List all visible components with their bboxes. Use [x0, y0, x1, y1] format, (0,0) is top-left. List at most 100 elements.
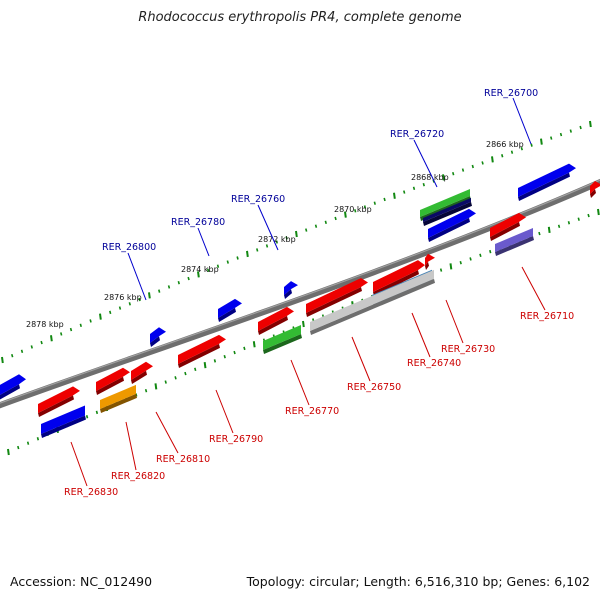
gene-reverse-green-26770[interactable] [263, 325, 302, 354]
tick-mark [20, 349, 24, 354]
gene-label-RER_26790[interactable]: RER_26790 [209, 434, 263, 445]
tick-mark [252, 341, 256, 348]
scale-labels: 2866 kbp 2868 kbp 2870 kbp 2872 kbp 2874… [26, 140, 524, 329]
tick-mark [461, 168, 465, 172]
gene-forward-blue-2868[interactable] [428, 208, 476, 242]
tick-mark [99, 313, 102, 320]
gene-reverse-red-long[interactable] [373, 260, 425, 296]
tick-mark [194, 367, 197, 371]
tick-mark [184, 371, 187, 376]
gene-reverse-red-tip[interactable] [425, 253, 435, 270]
tick-mark [589, 120, 592, 128]
tick-mark [128, 302, 131, 306]
tick-mark [154, 383, 158, 390]
tick-mark [452, 172, 455, 176]
accession-text: Accession: NC_012490 [10, 574, 153, 589]
tick-mark [302, 320, 305, 328]
tick-mark [334, 216, 337, 221]
gene-label-RER_26830[interactable]: RER_26830 [64, 487, 118, 498]
tick-mark [36, 437, 40, 441]
tick-mark [256, 248, 259, 252]
gene-forward-small-2874[interactable] [218, 298, 242, 322]
scale-label-2868: 2868 kbp [411, 173, 449, 182]
gene-reverse-blue-26830[interactable] [41, 405, 86, 438]
gene-label-RER_26730[interactable]: RER_26730 [441, 344, 495, 355]
tick-mark [11, 353, 14, 358]
tick-mark [489, 249, 492, 254]
gene-label-RER_26760[interactable]: RER_26760 [231, 194, 285, 205]
gene-label-RER_26700[interactable]: RER_26700 [484, 88, 538, 99]
gene-forward-left-edge[interactable] [0, 374, 26, 400]
tick-mark [587, 213, 590, 218]
gene-reverse-red-26830[interactable] [38, 386, 80, 417]
gene-reverse-gray[interactable] [310, 269, 435, 335]
tick-mark [530, 143, 533, 147]
gene-label-RER_26800[interactable]: RER_26800 [102, 242, 156, 253]
tick-mark [207, 268, 210, 272]
tick-mark [393, 192, 396, 199]
tick-mark [363, 205, 367, 209]
scale-label-2876: 2876 kbp [104, 293, 142, 302]
page-title: Rhodococcus erythropolis PR4, complete g… [138, 10, 462, 25]
tick-mark [597, 208, 600, 216]
tick-mark [79, 323, 82, 327]
tick-mark [344, 211, 347, 218]
leader-lines-top [127, 97, 532, 301]
tick-mark [233, 350, 236, 355]
tick-mark [403, 190, 406, 194]
tick-mark [557, 224, 561, 229]
scale-ticks-top [1, 120, 592, 364]
tick-mark [69, 327, 73, 332]
tick-mark [540, 138, 543, 145]
tick-mark [236, 256, 239, 260]
gene-label-RER_26810[interactable]: RER_26810 [156, 454, 210, 465]
genome-backbone [0, 178, 600, 409]
tick-mark [491, 156, 494, 163]
gene-reverse-orange-26820[interactable] [100, 384, 137, 413]
gene-reverse-red-26820[interactable] [96, 367, 130, 395]
gene-reverse-26710-red[interactable] [490, 212, 526, 241]
gene-forward-small-2872[interactable] [284, 281, 298, 299]
gene-label-RER_26740[interactable]: RER_26740 [407, 358, 461, 369]
tick-mark [30, 345, 33, 349]
gene-edge-red-right[interactable] [590, 180, 600, 198]
tick-mark [89, 319, 92, 323]
tick-mark [471, 164, 474, 169]
gene-forward-navy[interactable] [423, 197, 472, 226]
tick-mark [577, 217, 580, 221]
tick-mark [559, 132, 563, 137]
tick-mark [138, 297, 141, 302]
gene-label-RER_26710[interactable]: RER_26710 [520, 311, 574, 322]
tick-mark [213, 359, 217, 363]
gene-forward-small-2876[interactable] [150, 327, 166, 347]
tick-mark [118, 306, 122, 310]
gene-label-RER_26720[interactable]: RER_26720 [390, 129, 444, 140]
scale-label-2870: 2870 kbp [334, 205, 372, 214]
tick-mark [520, 146, 523, 151]
tick-mark [95, 410, 99, 415]
gene-forward-top-right[interactable] [518, 163, 576, 201]
gene-labels-top: RER_26700 RER_26720 RER_26760 RER_26780 … [102, 88, 538, 253]
tick-mark [275, 240, 278, 244]
tick-mark [158, 289, 161, 293]
gene-label-RER_26750[interactable]: RER_26750 [347, 382, 401, 393]
gene-reverse-26710-slate[interactable] [495, 228, 534, 256]
tick-mark [246, 250, 249, 258]
gene-reverse-red-26770a[interactable] [258, 306, 294, 335]
gene-reverse-red-26810[interactable] [131, 361, 153, 384]
tick-mark [305, 228, 308, 232]
tick-mark [85, 415, 89, 419]
gene-reverse-red-26750[interactable] [306, 277, 368, 317]
tick-mark [459, 260, 462, 265]
tick-mark [50, 335, 53, 342]
genome-backbone-highlight [0, 179, 600, 404]
gene-reverse-red-26790[interactable] [178, 334, 226, 368]
tick-mark [187, 276, 190, 281]
tick-mark [148, 292, 151, 299]
gene-label-RER_26770[interactable]: RER_26770 [285, 406, 339, 417]
tick-mark [547, 226, 551, 234]
tick-mark [17, 445, 20, 450]
gene-label-RER_26820[interactable]: RER_26820 [111, 471, 165, 482]
gene-label-RER_26780[interactable]: RER_26780 [171, 217, 225, 228]
